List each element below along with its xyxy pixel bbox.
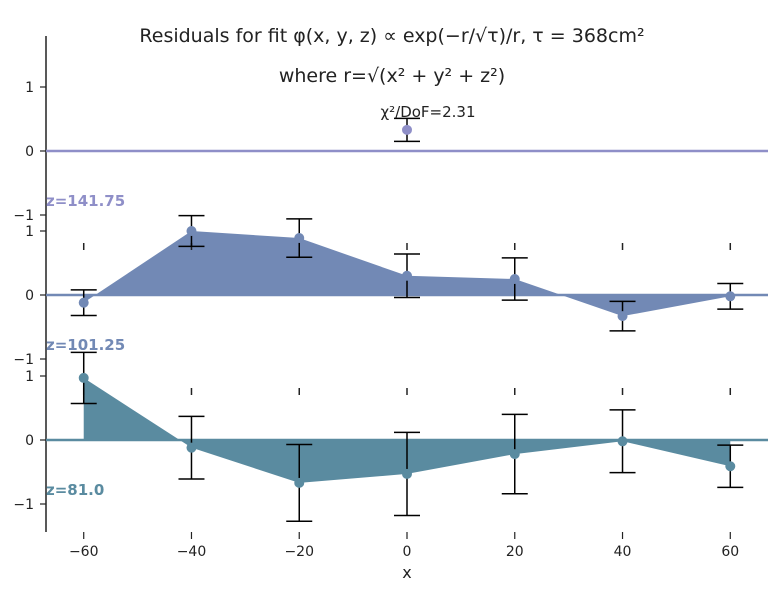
chi-square-stat: χ²/DoF=2.31 (380, 103, 475, 121)
data-point (78, 372, 89, 383)
x-axis-label: x (402, 563, 411, 582)
data-point (617, 311, 628, 322)
y-tick-label: −1 (13, 352, 34, 368)
data-point (186, 226, 197, 236)
y-tick-label: 1 (25, 369, 34, 385)
y-tick-label: 0 (25, 288, 34, 304)
data-point (509, 274, 520, 284)
residual-area (83, 377, 731, 483)
plot-area: −1 0 1 z=141.75 −1 0 1 z=101.25 −1 0 1 z=81.0 −60 −40… (13, 36, 768, 560)
x-tick-label: −40 (177, 544, 207, 560)
panel-label: z=101.25 (46, 336, 125, 354)
data-point (617, 436, 628, 447)
panel-label: z=81.0 (46, 481, 104, 499)
data-point (725, 291, 736, 302)
data-point (78, 297, 89, 308)
data-point (725, 461, 736, 472)
data-point (509, 449, 520, 460)
x-tick-label: 60 (721, 544, 739, 560)
data-point (186, 442, 197, 453)
y-tick-label: −1 (13, 497, 34, 513)
x-tick-label: 0 (403, 544, 412, 560)
x-tick-label: 20 (506, 544, 524, 560)
data-point (294, 233, 305, 244)
x-tick-label: 40 (614, 544, 632, 560)
y-tick-label: −1 (13, 208, 34, 224)
x-tick-label: −60 (69, 544, 99, 560)
chart-subtitle: where r=√(x² + y² + z²) (279, 65, 505, 87)
y-tick-label: 0 (25, 433, 34, 449)
data-point (402, 124, 412, 135)
x-tick-label: −20 (284, 544, 314, 560)
data-point (294, 477, 305, 488)
data-point (402, 270, 412, 281)
y-tick-label: 1 (25, 224, 34, 240)
panel-label: z=141.75 (46, 192, 125, 210)
y-tick-label: 1 (25, 80, 34, 96)
y-tick-label: 0 (25, 144, 34, 160)
chart-title: Residuals for fit φ(x, y, z) ∝ exp(−r/√τ… (139, 25, 644, 47)
data-point (402, 468, 412, 479)
